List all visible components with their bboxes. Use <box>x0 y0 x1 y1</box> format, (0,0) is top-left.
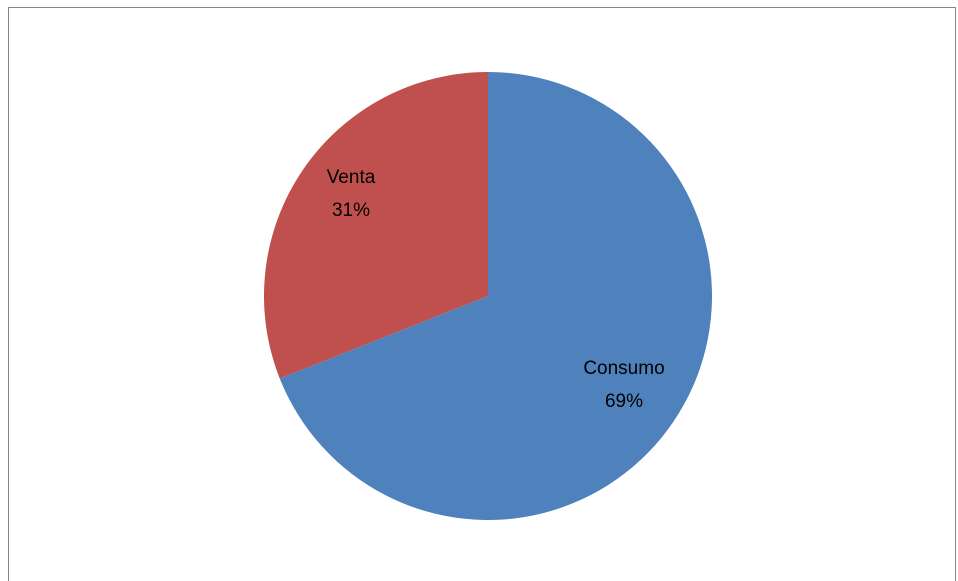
slice-percent-venta: 31% <box>332 200 370 221</box>
slice-label-venta: Venta <box>327 167 376 188</box>
slice-label-consumo: Consumo <box>583 358 664 379</box>
slice-percent-consumo: 69% <box>605 391 643 412</box>
pie-slice-venta <box>264 72 488 379</box>
pie-slice-consumo <box>279 72 713 520</box>
